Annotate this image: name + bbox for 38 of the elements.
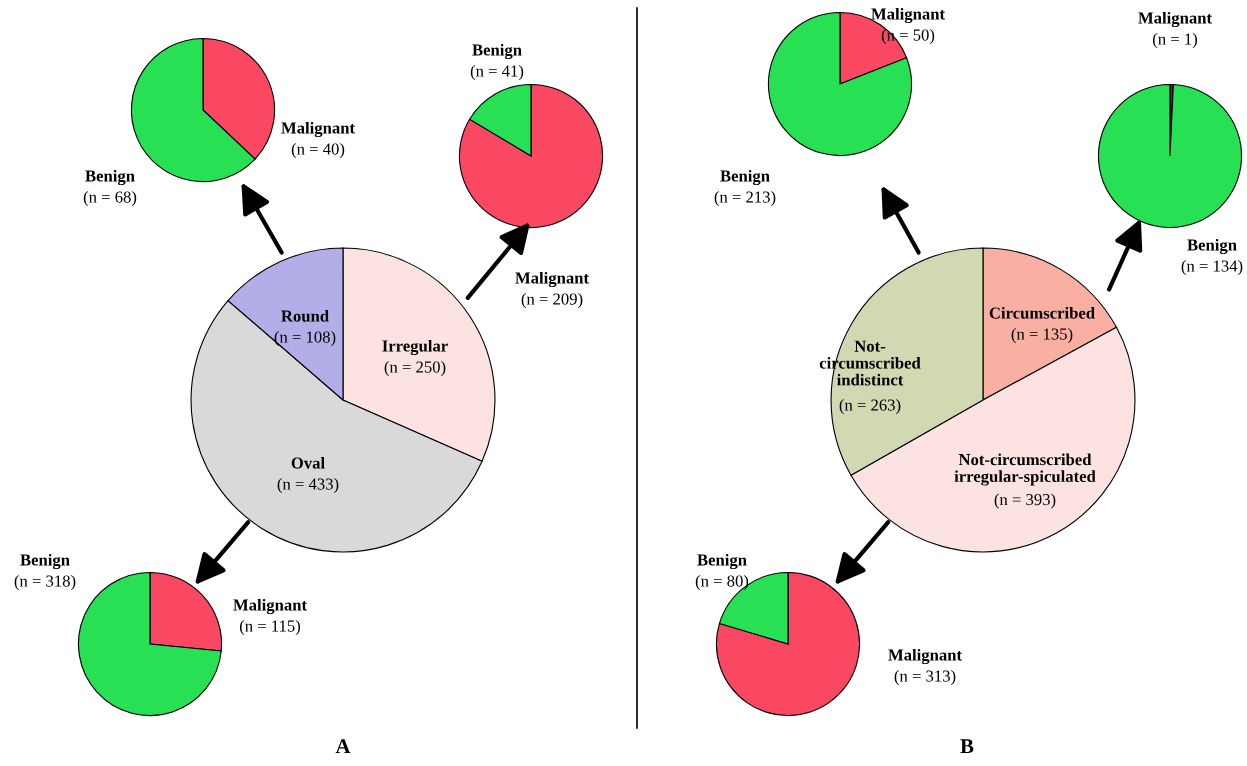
slice-label: Benign — [1187, 238, 1237, 255]
slice-label: Round — [281, 309, 329, 322]
slice-label: Benign — [20, 553, 70, 570]
data-label: (n = 213) — [714, 190, 776, 207]
slice-label: Benign — [472, 43, 522, 60]
data-label: (n = 318) — [14, 574, 76, 591]
slice-label: Malignant — [515, 271, 589, 288]
data-label: (n = 41) — [470, 64, 524, 81]
slice-label: Benign — [697, 553, 747, 570]
data-label: (n = 115) — [239, 619, 301, 636]
data-label: (n = 50) — [881, 28, 935, 45]
data-label: (n = 1) — [1152, 32, 1198, 49]
slice-label: Malignant — [888, 648, 962, 665]
slice-label: Irregular — [382, 339, 448, 356]
slice-label: Not- circumscribed indistinct — [819, 340, 921, 386]
slice-label: Circumscribed — [989, 306, 1095, 319]
slice-label: Not-circumscribed irregular-spiculated — [954, 453, 1096, 486]
data-label: (n = 40) — [291, 142, 345, 159]
data-label: (n = 250) — [384, 360, 446, 377]
data-label: (n = 209) — [521, 292, 583, 309]
slice-label: Malignant — [281, 121, 355, 138]
slice-label: Malignant — [871, 7, 945, 24]
data-label: (n = 135) — [1011, 327, 1073, 344]
data-label: (n = 134) — [1181, 259, 1243, 276]
data-label: (n = 80) — [695, 574, 749, 591]
data-label: (n = 433) — [277, 477, 339, 494]
text: B — [960, 739, 974, 754]
data-label: (n = 263) — [839, 398, 901, 415]
slice-label: Malignant — [233, 598, 307, 615]
slice-label: Benign — [720, 169, 770, 186]
data-label: (n = 108) — [274, 330, 336, 347]
text: A — [335, 739, 351, 754]
data-label: (n = 313) — [894, 669, 956, 686]
data-label: (n = 393) — [994, 493, 1056, 509]
slice-label: Benign — [85, 169, 135, 186]
slice-label: Oval — [291, 456, 325, 469]
data-label: (n = 68) — [83, 190, 137, 207]
slice-label: Malignant — [1138, 11, 1212, 28]
